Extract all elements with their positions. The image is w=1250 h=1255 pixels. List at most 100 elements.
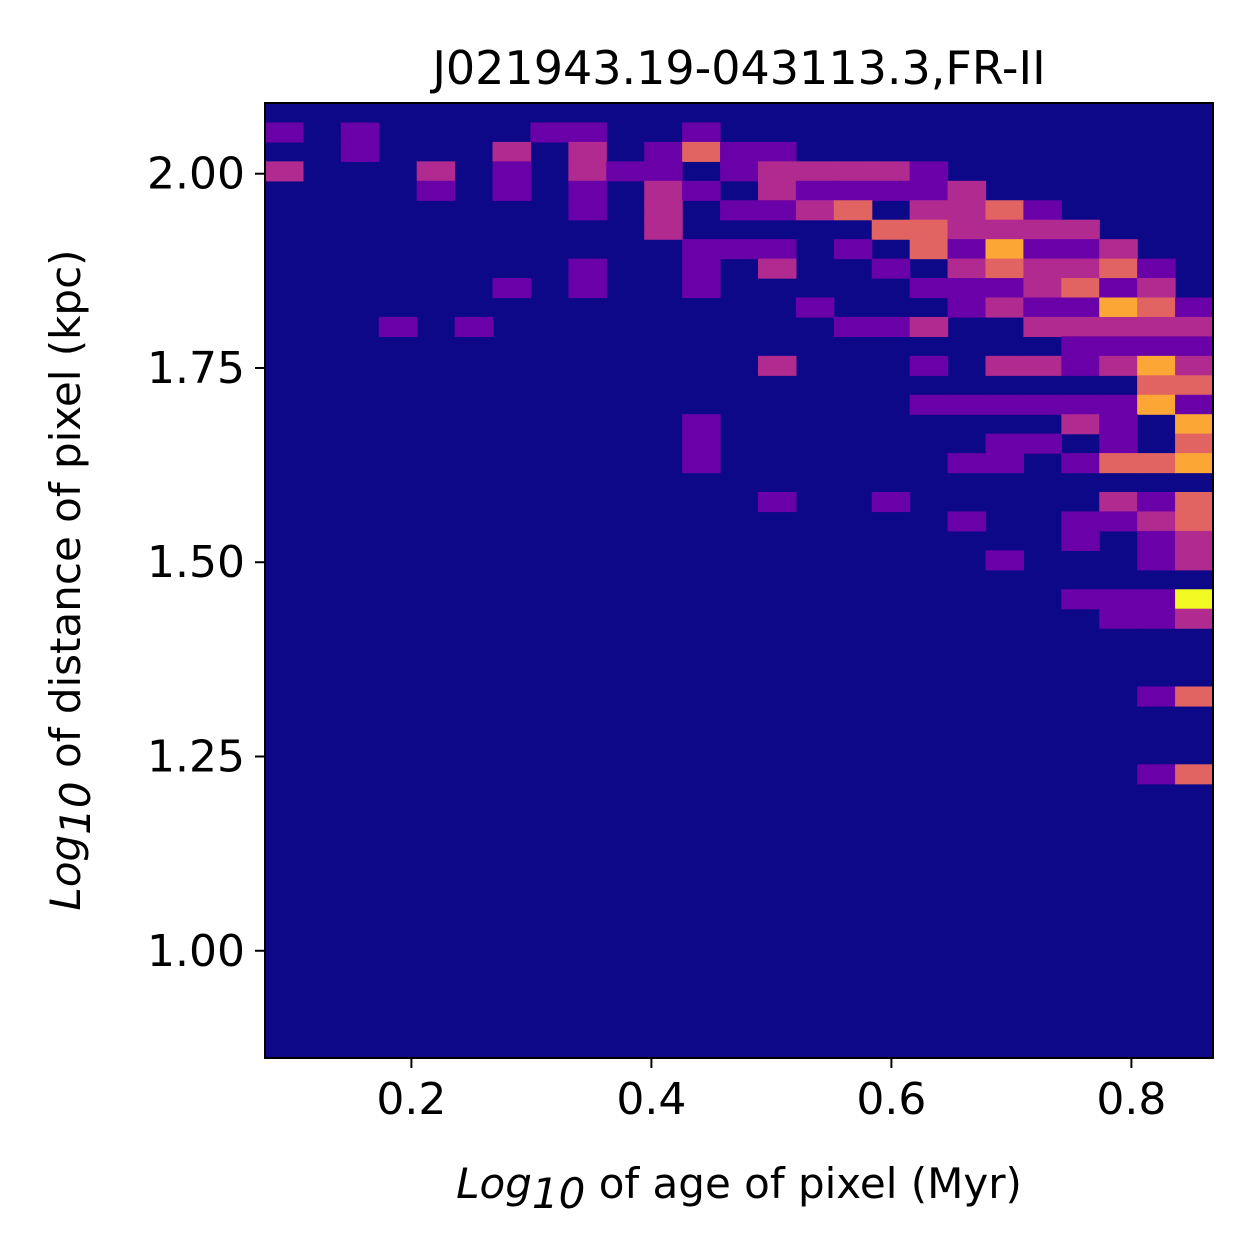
heatmap-cell [985,278,1024,299]
heatmap-cell [1023,394,1062,415]
heatmap-cell [682,141,721,162]
heatmap-cell [871,161,911,182]
heatmap-cell [1061,239,1100,260]
heatmap-cell [644,180,683,201]
heatmap-cell [795,161,835,182]
heatmap-cell [909,355,949,376]
plot-area [264,102,1214,1059]
heatmap-cell [1061,355,1100,376]
heatmap-cell [1099,239,1138,260]
heatmap-cell [985,355,1024,376]
heatmap-cell [1061,258,1100,279]
heatmap-cell [568,278,607,299]
heatmap-cell [644,200,683,221]
heatmap-cell [1061,511,1100,532]
y-axis-ticks: 1.00 1.25 1.50 1.75 2.00 [147,149,265,977]
heatmap-cell [1061,219,1100,240]
heatmap-cell [757,239,797,260]
heatmap-cell [757,200,797,221]
y-axis-label-text: of distance of pixel (kpc) [41,249,90,781]
heatmap-cell [909,161,949,182]
heatmap-cell [1099,336,1138,357]
heatmap-cell [1099,316,1138,337]
heatmap-cell [1023,297,1062,318]
x-axis-label-text: of age of pixel (Myr) [585,1159,1022,1208]
heatmap-cell [1023,200,1062,221]
heatmap-cell [757,180,797,201]
heatmap-cell [1175,316,1214,337]
heatmap-cell [1099,433,1138,454]
heatmap-cell [871,180,911,201]
heatmap-cell [1175,336,1214,357]
heatmap-cell [985,433,1024,454]
heatmap-cell [985,200,1024,221]
heatmap-cells [265,122,1214,785]
heatmap-cell [833,180,873,201]
heatmap-cell [947,394,987,415]
heatmap-cell [985,550,1024,571]
heatmap-cell [1099,394,1138,415]
heatmap-cell [416,180,456,201]
y-tick-label: 2.00 [147,149,245,200]
heatmap-cell [1137,764,1176,785]
heatmap-cell [340,122,380,143]
heatmap-cell [833,161,873,182]
heatmap-cell [1061,589,1100,610]
heatmap-cell [1137,394,1176,415]
heatmap-cell [1137,511,1176,532]
heatmap-cell [1137,589,1176,610]
heatmap-cell [1099,278,1138,299]
heatmap-cell [1175,355,1214,376]
heatmap-cell [833,316,873,337]
y-axis-label-sub: 10 [51,781,100,834]
heatmap-cell [568,161,607,182]
heatmap-cell [909,180,949,201]
heatmap-cell [1099,608,1138,629]
heatmap-cell [909,394,949,415]
x-tick-label: 0.8 [1096,1074,1166,1125]
heatmap-cell [833,239,873,260]
heatmap-cell [871,316,911,337]
heatmap-cell [1175,764,1214,785]
y-tick-label: 1.50 [147,537,245,588]
heatmap-cell [1023,316,1062,337]
heatmap-cell [1137,492,1176,513]
heatmap-cell [757,258,797,279]
heatmap-cell [454,316,494,337]
heatmap-cell [795,200,835,221]
heatmap-cell [416,161,456,182]
heatmap-cell [682,180,721,201]
heatmap-cell [909,316,949,337]
y-tick-label: 1.75 [147,343,245,394]
heatmap-cell [1137,375,1176,396]
heatmap-cell [265,122,304,143]
heatmap-cell [1023,433,1062,454]
x-tick-label: 0.2 [376,1074,446,1125]
heatmap-cell [947,239,987,260]
heatmap-cell [985,394,1024,415]
heatmap-cell [1023,219,1062,240]
heatmap-cell [909,278,949,299]
heatmap-cell [985,239,1024,260]
y-axis-label-log: Log [41,835,90,911]
heatmap-cell [1023,258,1062,279]
heatmap-cell [1137,355,1176,376]
heatmap-cell [1175,433,1214,454]
heatmap-cell [985,297,1024,318]
heatmap-cell [492,180,532,201]
heatmap-cell [1175,453,1214,474]
heatmap-cell [947,258,987,279]
heatmap-cell [530,122,569,143]
heatmap-cell [1061,278,1100,299]
heatmap-cell [1137,297,1176,318]
heatmap-cell [833,200,873,221]
heatmap-cell [568,180,607,201]
x-axis-label-sub: 10 [532,1169,585,1218]
heatmap-cell [644,219,683,240]
heatmap-cell [947,453,987,474]
heatmap-cell [985,453,1024,474]
heatmap-cell [1023,239,1062,260]
heatmap-cell [1175,608,1214,629]
